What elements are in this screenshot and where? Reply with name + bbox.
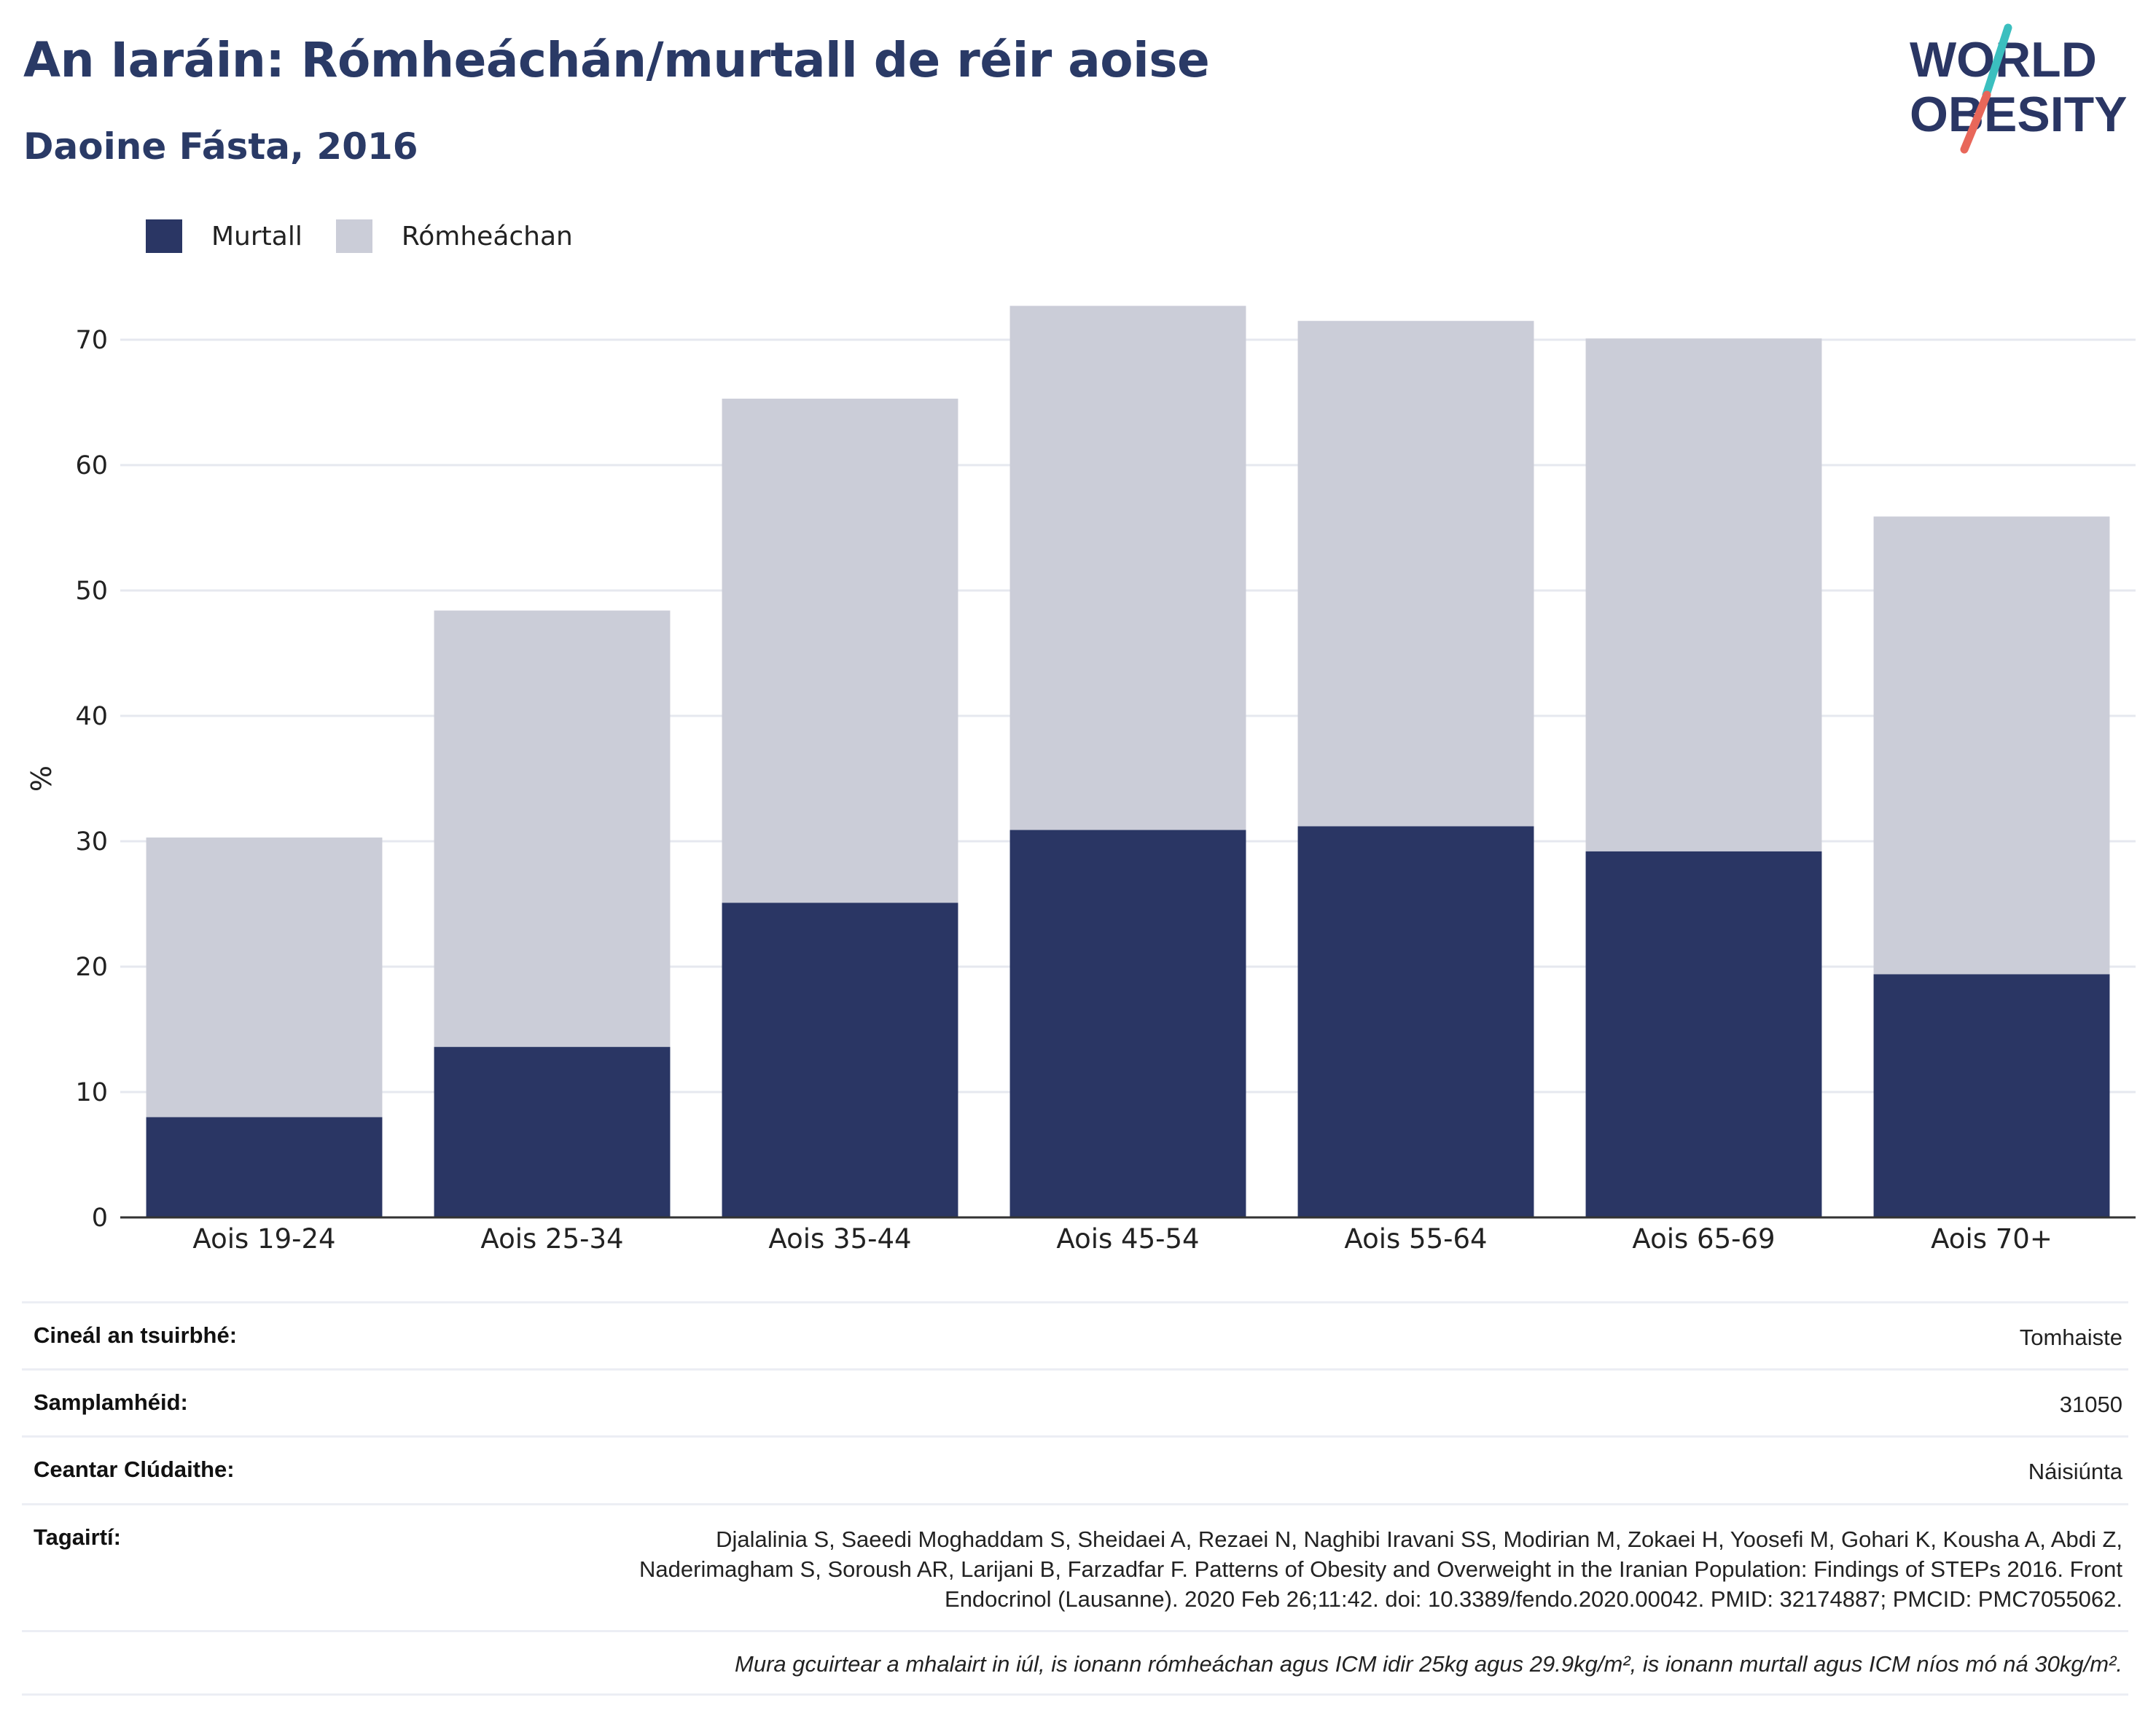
legend-item-overweight[interactable]: Rómheáchan [335,219,573,253]
y-tick-label: 20 [75,953,108,982]
info-label-references: Tagairtí: [34,1524,121,1550]
x-tick-label: Aois 25-34 [480,1223,623,1255]
legend-item-obesity[interactable]: Murtall [146,219,302,253]
definitions-note: Mura gcuirtear a mhalairt in iúl, is ion… [735,1651,2122,1677]
bar-obesity [1873,974,2110,1217]
y-tick-label: 30 [75,827,108,857]
survey-info-table: Cineál an tsuirbhé: Tomhaiste Samplamhéi… [22,1301,2128,1696]
info-row-sample-size: Samplamhéid: 31050 [22,1368,2128,1435]
bar-overweight [1585,338,1822,851]
logo-slash-coral [1960,90,1991,154]
chart-subtitle: Daoine Fásta, 2016 [23,125,418,168]
y-axis-label: % [26,765,58,792]
info-value-coverage: Náisiúnta [2028,1459,2122,1485]
bar-obesity [1585,851,1822,1217]
info-label-sample-size: Samplamhéid: [34,1389,188,1416]
y-tick-label: 0 [92,1204,108,1233]
x-tick-label: Aois 45-54 [1056,1223,1199,1255]
info-row-note: Mura gcuirtear a mhalairt in iúl, is ion… [22,1630,2128,1696]
x-tick-label: Aois 55-64 [1344,1223,1487,1255]
x-tick-label: Aois 35-44 [768,1223,911,1255]
legend-label-obesity: Murtall [211,221,302,252]
info-row-coverage: Ceantar Clúdaithe: Náisiúnta [22,1435,2128,1502]
x-tick-label: Aois 70+ [1931,1223,2053,1255]
info-value-survey-type: Tomhaiste [2019,1325,2122,1350]
info-value-references: Djalalinia S, Saeedi Moghaddam S, Sheida… [639,1526,2122,1613]
info-label-survey-type: Cineál an tsuirbhé: [34,1322,238,1348]
world-obesity-logo: WORLD OBESITY [1910,23,2128,154]
bar-overweight [146,837,383,1118]
bar-obesity [722,902,958,1217]
legend-label-overweight: Rómheáchan [401,221,573,252]
y-tick-label: 70 [75,326,108,355]
legend-swatch-obesity [146,219,182,253]
legend-swatch-overweight [335,219,372,253]
y-tick-label: 60 [75,451,108,480]
info-label-coverage: Ceantar Clúdaithe: [34,1457,235,1483]
bar-overweight [722,398,958,903]
x-tick-label: Aois 65-69 [1632,1223,1775,1255]
bar-overweight [1297,321,1534,827]
y-tick-label: 50 [75,577,108,606]
bar-overweight [1873,516,2110,975]
bar-obesity [434,1047,671,1217]
y-tick-label: 10 [75,1078,108,1107]
info-value-sample-size: 31050 [2059,1392,2122,1418]
bar-obesity [1297,826,1534,1217]
info-row-references: Tagairtí: Djalalinia S, Saeedi Moghaddam… [22,1502,2128,1631]
chart-legend: Murtall Rómheáchan [146,216,606,257]
x-tick-label: Aois 19-24 [192,1223,335,1255]
bar-obesity [146,1117,383,1217]
bar-overweight [1009,305,1246,830]
y-tick-label: 40 [75,702,108,731]
logo-word-obesity: OBESITY [1910,87,2128,142]
stacked-bar-chart: 0 10 20 30 40 50 60 70% Aois 19-24 Aois 25-34 Aois… [26,305,2136,1255]
bar-obesity [1009,830,1246,1217]
logo-slash-teal [1982,23,2012,99]
info-row-survey-type: Cineál an tsuirbhé: Tomhaiste [22,1301,2128,1368]
bar-overweight [434,610,671,1048]
chart-title: An Iaráin: Rómheáchán/murtall de réir ao… [23,32,1210,88]
